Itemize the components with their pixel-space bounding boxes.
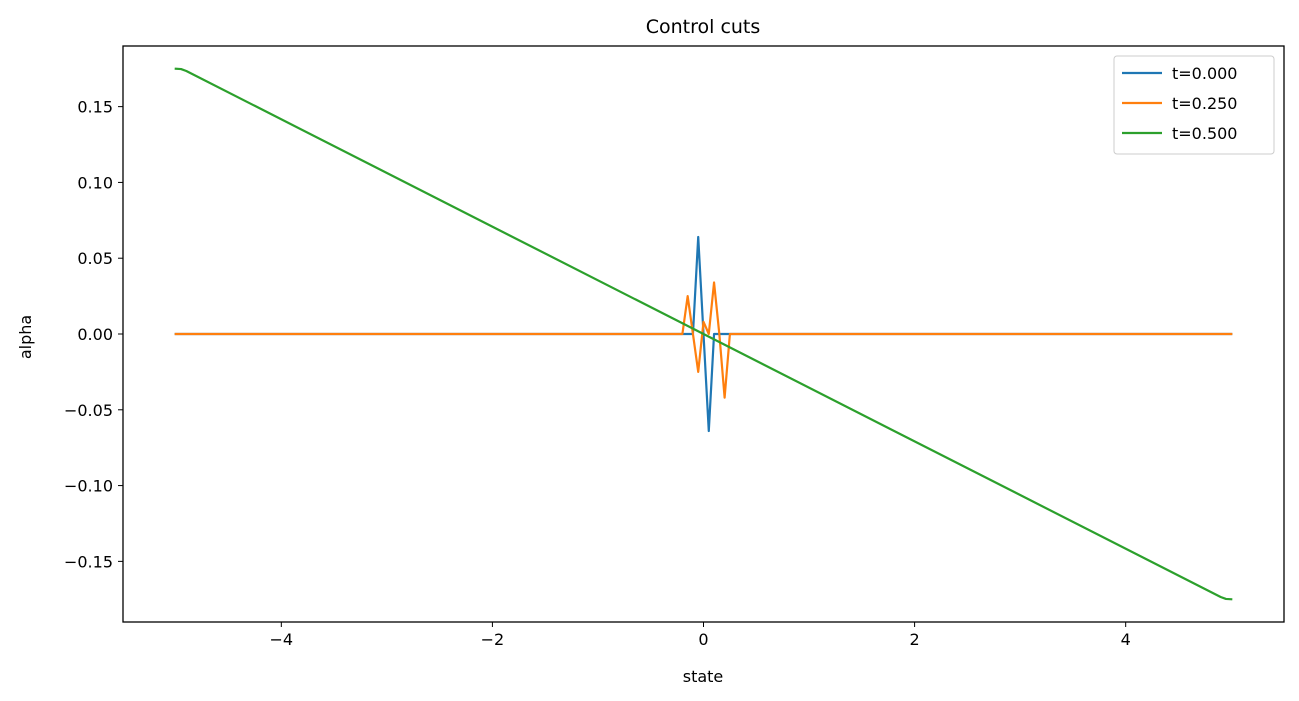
y-tick-label: −0.10: [64, 477, 113, 496]
series-line-2: [174, 67, 1233, 601]
x-tick-label: 2: [909, 630, 919, 649]
y-tick-label: −0.05: [64, 401, 113, 420]
legend-label-2: t=0.500: [1172, 124, 1237, 143]
y-tick-label: −0.15: [64, 552, 113, 571]
x-tick-label: −4: [270, 630, 294, 649]
plot-lines: [174, 67, 1233, 601]
x-axis-label: state: [683, 667, 724, 686]
y-tick-label: 0.10: [77, 173, 113, 192]
x-tick-label: 0: [698, 630, 708, 649]
series-line-1: [174, 281, 1233, 399]
y-axis-label: alpha: [16, 315, 35, 359]
legend-label-0: t=0.000: [1172, 64, 1237, 83]
legend-label-1: t=0.250: [1172, 94, 1237, 113]
y-tick-label: 0.15: [77, 98, 113, 117]
x-axis: −4 −2 0 2 4: [270, 622, 1131, 649]
x-tick-label: −2: [481, 630, 505, 649]
legend: t=0.000 t=0.250 t=0.500: [1113, 55, 1275, 155]
x-tick-label: 4: [1121, 630, 1131, 649]
y-axis: −0.15 −0.10 −0.05 0.00 0.05 0.10 0.15: [64, 98, 123, 571]
y-tick-label: 0.00: [77, 325, 113, 344]
legend-box: [1113, 55, 1275, 155]
y-tick-label: 0.05: [77, 249, 113, 268]
chart-title: Control cuts: [646, 16, 761, 38]
